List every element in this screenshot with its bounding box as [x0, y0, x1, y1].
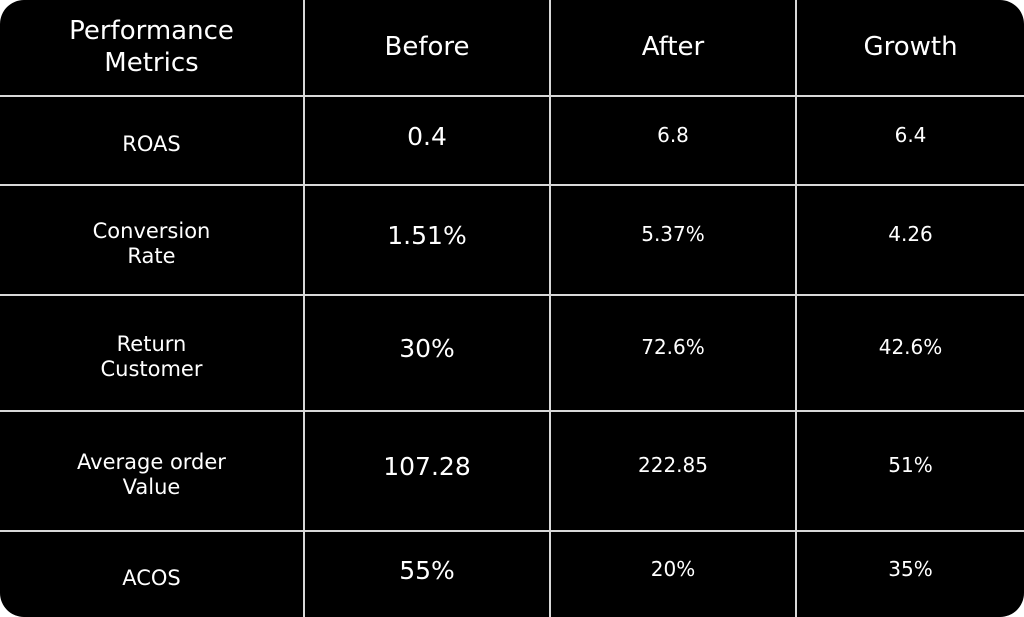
cell-text: 5.37%: [641, 222, 705, 246]
table-cell: 107.28: [305, 412, 551, 532]
cell-text: 42.6%: [878, 335, 943, 359]
table-cell: ROAS: [0, 97, 305, 186]
table-cell: Average order Value: [0, 412, 305, 532]
cell-text: 1.51%: [387, 221, 467, 250]
table-cell: 35%: [797, 532, 1024, 617]
header-cell: Growth: [797, 0, 1024, 97]
cell-text: 30%: [399, 334, 455, 363]
cell-text: 6.4: [894, 122, 927, 147]
cell-text: ROAS: [122, 131, 181, 156]
table-cell: 72.6%: [551, 296, 797, 412]
table-cell: 6.4: [797, 97, 1024, 186]
cell-text: ACOS: [122, 565, 181, 590]
table-cell: 0.4: [305, 97, 551, 186]
header-cell: Performance Metrics: [0, 0, 305, 97]
cell-text: 20%: [650, 556, 696, 581]
cell-text: Return Customer: [100, 331, 203, 381]
cell-text: 51%: [888, 453, 933, 477]
table-cell: ACOS: [0, 532, 305, 617]
cell-text: 72.6%: [641, 335, 705, 359]
table-cell: 4.26: [797, 186, 1024, 296]
cell-text: 35%: [888, 556, 933, 581]
cell-text: Average order Value: [77, 449, 226, 499]
cell-text: Before: [384, 31, 470, 62]
cell-text: Conversion Rate: [92, 218, 211, 268]
cell-text: After: [641, 31, 705, 62]
table-cell: 222.85: [551, 412, 797, 532]
table-cell: 51%: [797, 412, 1024, 532]
table-cell: 55%: [305, 532, 551, 617]
table-cell: Conversion Rate: [0, 186, 305, 296]
table-cell: 42.6%: [797, 296, 1024, 412]
cell-text: 4.26: [888, 222, 933, 246]
table-cell: Return Customer: [0, 296, 305, 412]
cell-text: Performance Metrics: [69, 16, 234, 78]
table-cell: 6.8: [551, 97, 797, 186]
header-cell: Before: [305, 0, 551, 97]
cell-text: 55%: [399, 555, 455, 585]
cell-text: 0.4: [407, 121, 447, 151]
header-cell: After: [551, 0, 797, 97]
table-cell: 1.51%: [305, 186, 551, 296]
table-cell: 20%: [551, 532, 797, 617]
table-cell: 5.37%: [551, 186, 797, 296]
cell-text: 222.85: [638, 453, 708, 477]
cell-text: 107.28: [383, 452, 471, 481]
cell-text: Growth: [863, 31, 958, 62]
table-cell: 30%: [305, 296, 551, 412]
cell-text: 6.8: [657, 122, 689, 147]
